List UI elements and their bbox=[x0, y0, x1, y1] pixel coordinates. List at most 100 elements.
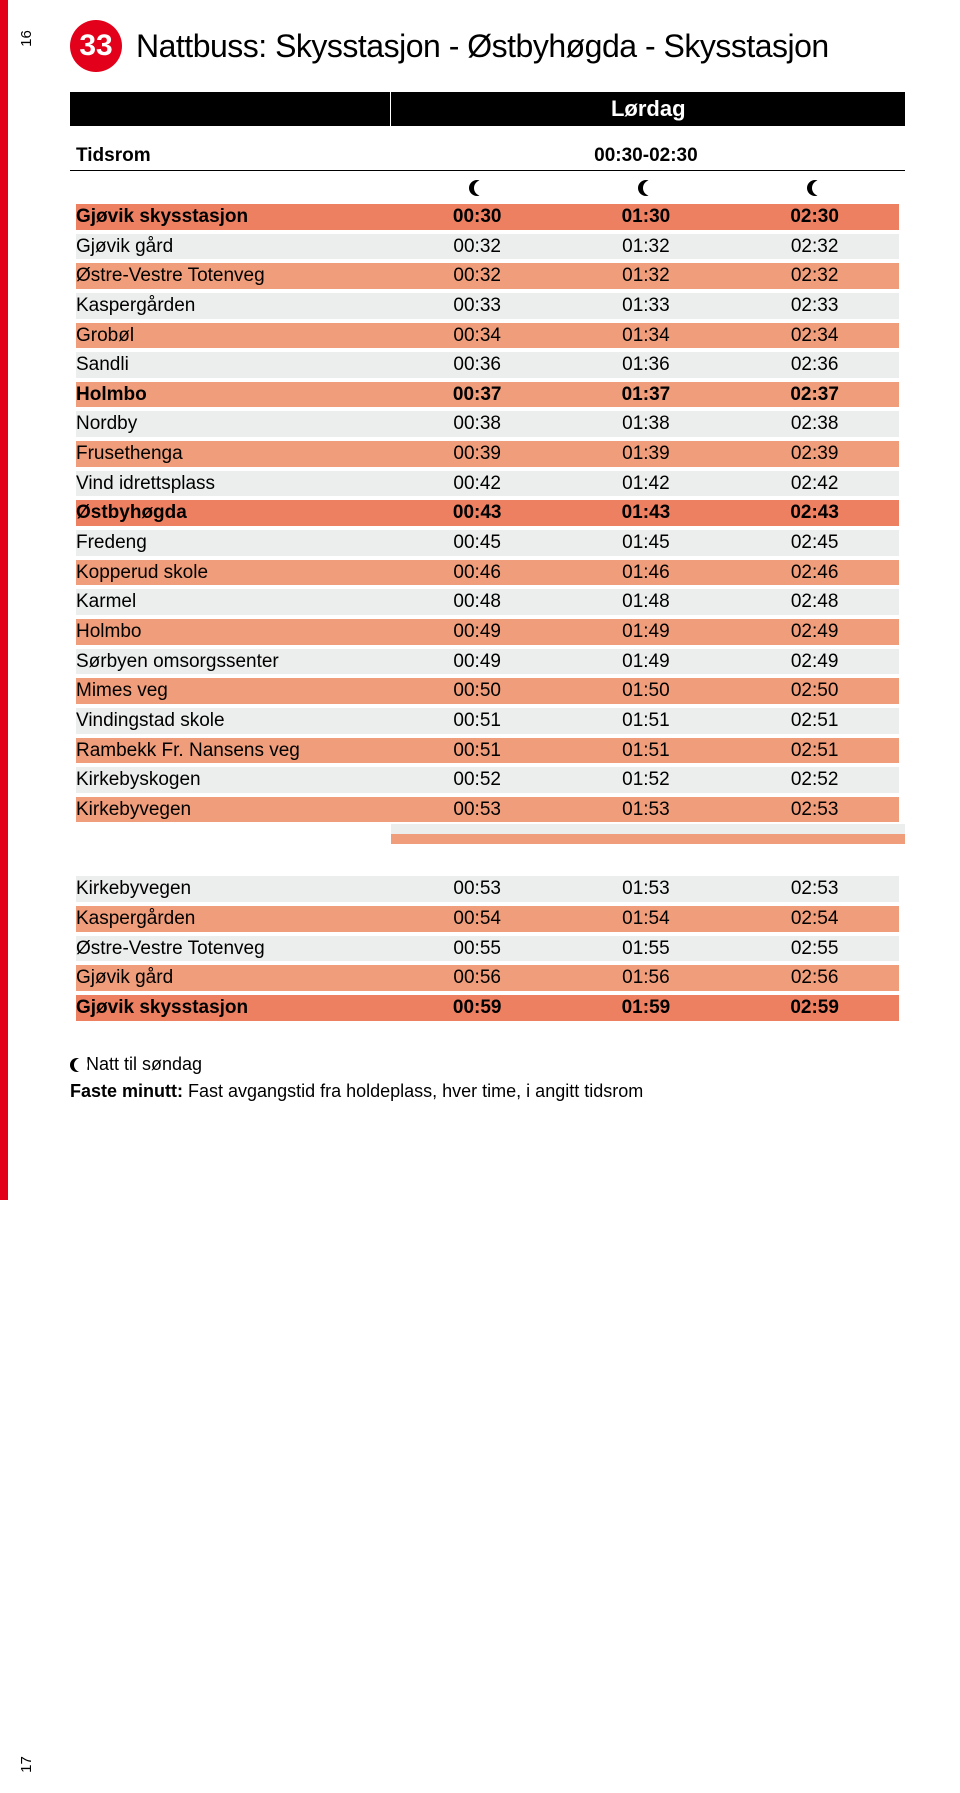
time-cell: 02:50 bbox=[730, 678, 899, 704]
time-cell: 01:43 bbox=[562, 500, 731, 526]
table-row: Holmbo00:3701:3702:37 bbox=[70, 380, 905, 410]
stop-name: Holmbo bbox=[76, 382, 393, 408]
table-row: Kirkebyvegen00:5301:5302:53 bbox=[70, 874, 905, 904]
time-cell: 01:34 bbox=[562, 323, 731, 349]
time-cell: 00:53 bbox=[393, 876, 562, 902]
day-header: Lørdag bbox=[70, 92, 905, 126]
time-cell: 01:45 bbox=[562, 530, 731, 556]
stop-name: Gjøvik gård bbox=[76, 965, 393, 991]
time-cell: 02:39 bbox=[730, 441, 899, 467]
time-cell: 02:49 bbox=[730, 619, 899, 645]
table-row: Frusethenga00:3901:3902:39 bbox=[70, 439, 905, 469]
stop-name: Østre-Vestre Totenveg bbox=[76, 263, 393, 289]
moon-icon bbox=[70, 1058, 84, 1072]
time-cell: 01:38 bbox=[562, 411, 731, 437]
title-row: 33 Nattbuss: Skysstasjon - Østbyhøgda - … bbox=[70, 20, 905, 72]
time-cell: 00:30 bbox=[393, 204, 562, 230]
footnote-night: Natt til søndag bbox=[70, 1051, 905, 1078]
time-cell: 01:54 bbox=[562, 906, 731, 932]
timetable-content: 33 Nattbuss: Skysstasjon - Østbyhøgda - … bbox=[70, 20, 905, 1105]
time-cell: 02:53 bbox=[730, 876, 899, 902]
table-row: Østre-Vestre Totenveg00:5501:5502:55 bbox=[70, 934, 905, 964]
time-cell: 00:45 bbox=[393, 530, 562, 556]
table-row: Østre-Vestre Totenveg00:3201:3202:32 bbox=[70, 261, 905, 291]
table-row: Gjøvik gård00:3201:3202:32 bbox=[70, 232, 905, 262]
stop-name: Kirkebyvegen bbox=[76, 876, 393, 902]
time-cell: 02:32 bbox=[730, 234, 899, 260]
table-row: Kaspergården00:3301:3302:33 bbox=[70, 291, 905, 321]
section-gap bbox=[70, 844, 905, 874]
stop-name: Gjøvik skysstasjon bbox=[76, 995, 393, 1021]
time-cell: 02:33 bbox=[730, 293, 899, 319]
time-cell: 01:33 bbox=[562, 293, 731, 319]
time-cell: 02:54 bbox=[730, 906, 899, 932]
time-cell: 00:32 bbox=[393, 234, 562, 260]
stop-name: Fredeng bbox=[76, 530, 393, 556]
time-cell: 01:53 bbox=[562, 876, 731, 902]
time-cell: 00:32 bbox=[393, 263, 562, 289]
page-number-bottom: 17 bbox=[18, 1756, 35, 1773]
time-cell: 00:33 bbox=[393, 293, 562, 319]
table-row: Gjøvik skysstasjon00:5901:5902:59 bbox=[70, 993, 905, 1023]
time-cell: 02:49 bbox=[730, 649, 899, 675]
stop-name: Østbyhøgda bbox=[76, 500, 393, 526]
time-cell: 02:43 bbox=[730, 500, 899, 526]
table-row: Vind idrettsplass00:4201:4202:42 bbox=[70, 469, 905, 499]
table-row: Sørbyen omsorgssenter00:4901:4902:49 bbox=[70, 647, 905, 677]
time-cell: 00:39 bbox=[393, 441, 562, 467]
stop-name: Grobøl bbox=[76, 323, 393, 349]
timetable-upper: Gjøvik skysstasjon00:3001:3002:30Gjøvik … bbox=[70, 202, 905, 824]
time-cell: 01:50 bbox=[562, 678, 731, 704]
time-cell: 02:46 bbox=[730, 560, 899, 586]
stop-name: Nordby bbox=[76, 411, 393, 437]
red-side-bar bbox=[0, 0, 8, 1200]
stop-name: Vind idrettsplass bbox=[76, 471, 393, 497]
stop-name: Frusethenga bbox=[76, 441, 393, 467]
route-badge: 33 bbox=[70, 20, 122, 72]
time-cell: 02:37 bbox=[730, 382, 899, 408]
time-cell: 01:46 bbox=[562, 560, 731, 586]
time-cell: 00:56 bbox=[393, 965, 562, 991]
time-cell: 00:55 bbox=[393, 936, 562, 962]
time-cell: 02:36 bbox=[730, 352, 899, 378]
time-cell: 00:50 bbox=[393, 678, 562, 704]
stop-name: Kopperud skole bbox=[76, 560, 393, 586]
time-cell: 01:32 bbox=[562, 263, 731, 289]
stop-name: Vindingstad skole bbox=[76, 708, 393, 734]
time-cell: 00:48 bbox=[393, 589, 562, 615]
time-cell: 00:53 bbox=[393, 797, 562, 823]
time-cell: 01:51 bbox=[562, 708, 731, 734]
table-row: Holmbo00:4901:4902:49 bbox=[70, 617, 905, 647]
moon-icon bbox=[638, 180, 654, 196]
table-row: Vindingstad skole00:5101:5102:51 bbox=[70, 706, 905, 736]
time-cell: 00:52 bbox=[393, 767, 562, 793]
tidsrom-label: Tidsrom bbox=[76, 145, 393, 167]
tidsrom-row: Tidsrom 00:30-02:30 bbox=[70, 142, 905, 171]
time-cell: 00:49 bbox=[393, 649, 562, 675]
time-cell: 02:51 bbox=[730, 708, 899, 734]
stop-name: Rambekk Fr. Nansens veg bbox=[76, 738, 393, 764]
page-title: Nattbuss: Skysstasjon - Østbyhøgda - Sky… bbox=[136, 28, 829, 65]
table-row: Fredeng00:4501:4502:45 bbox=[70, 528, 905, 558]
time-cell: 00:42 bbox=[393, 471, 562, 497]
table-row: Gjøvik gård00:5601:5602:56 bbox=[70, 963, 905, 993]
time-cell: 00:37 bbox=[393, 382, 562, 408]
stop-name: Sørbyen omsorgssenter bbox=[76, 649, 393, 675]
time-cell: 02:55 bbox=[730, 936, 899, 962]
stop-name: Østre-Vestre Totenveg bbox=[76, 936, 393, 962]
time-cell: 01:56 bbox=[562, 965, 731, 991]
stop-name: Kaspergården bbox=[76, 906, 393, 932]
stop-name: Gjøvik gård bbox=[76, 234, 393, 260]
time-cell: 00:51 bbox=[393, 708, 562, 734]
time-cell: 02:38 bbox=[730, 411, 899, 437]
time-cell: 01:59 bbox=[562, 995, 731, 1021]
time-cell: 00:43 bbox=[393, 500, 562, 526]
page-number-top: 16 bbox=[18, 30, 35, 47]
time-cell: 02:51 bbox=[730, 738, 899, 764]
spacer-row bbox=[70, 824, 905, 834]
time-cell: 01:30 bbox=[562, 204, 731, 230]
time-cell: 00:38 bbox=[393, 411, 562, 437]
table-row: Mimes veg00:5001:5002:50 bbox=[70, 676, 905, 706]
table-row: Kirkebyskogen00:5201:5202:52 bbox=[70, 765, 905, 795]
table-row: Kaspergården00:5401:5402:54 bbox=[70, 904, 905, 934]
